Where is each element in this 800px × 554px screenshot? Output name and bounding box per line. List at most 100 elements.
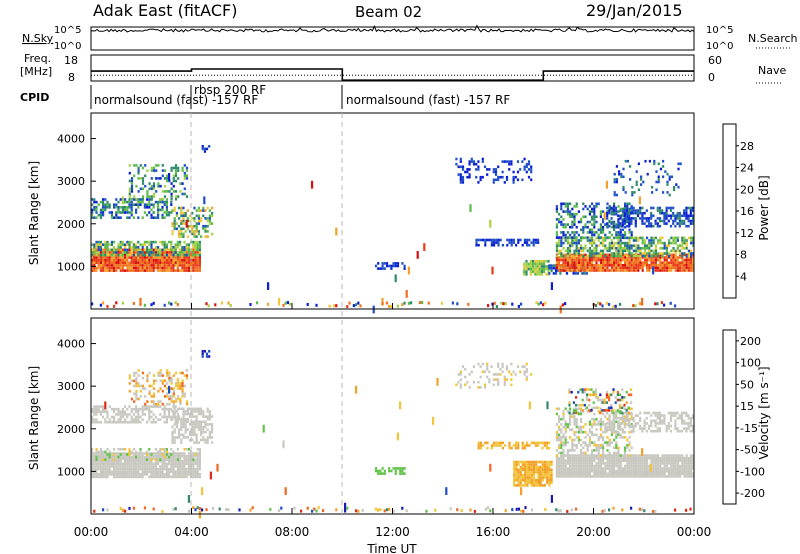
scatter-cell-2 bbox=[148, 415, 151, 419]
scatter-cell-11 bbox=[623, 419, 626, 423]
scatter-cell-3 bbox=[141, 179, 145, 183]
scatter-cell-9 bbox=[615, 454, 618, 457]
date-title: 29/Jan/2015 bbox=[586, 1, 683, 20]
scatter-cell-0 bbox=[135, 264, 138, 267]
scatter-cell-10 bbox=[599, 433, 602, 437]
scatter-cell-7 bbox=[508, 238, 511, 242]
scatter-cell-2 bbox=[165, 415, 168, 419]
scatter-cell-2 bbox=[130, 213, 133, 217]
scatter-cell-9 bbox=[588, 462, 591, 465]
scatter-cell-8 bbox=[530, 471, 533, 474]
scatter-cell-10 bbox=[494, 173, 498, 176]
scatter-cell-12 bbox=[681, 244, 684, 247]
scatter-cell-4 bbox=[159, 374, 162, 377]
scatter-cell-2 bbox=[108, 206, 111, 209]
scatter-cell-9 bbox=[604, 475, 607, 478]
scatter-cell-9 bbox=[621, 459, 624, 463]
scatter-cell-8 bbox=[535, 481, 538, 485]
scatter-cell-13 bbox=[560, 236, 563, 239]
scatter-cell-11 bbox=[593, 258, 596, 262]
scatter-cell-14 bbox=[665, 206, 668, 210]
scatter-cell-0 bbox=[99, 473, 102, 476]
scatter-cell-10 bbox=[573, 449, 576, 452]
scatter-cell-11 bbox=[639, 261, 642, 264]
ground-fringe-cell bbox=[256, 301, 259, 305]
scatter-cell-10 bbox=[577, 436, 580, 439]
scatter-cell-12 bbox=[663, 252, 666, 255]
scatter-cell-7 bbox=[490, 243, 493, 247]
scatter-cell-1 bbox=[119, 243, 122, 246]
scatter-cell-0 bbox=[170, 269, 173, 272]
scatter-cell-10 bbox=[595, 449, 598, 452]
scatter-cell-15 bbox=[666, 183, 669, 186]
scatter-cell-10 bbox=[595, 454, 598, 457]
scatter-cell-8 bbox=[535, 478, 538, 482]
scatter-cell-7 bbox=[537, 444, 540, 447]
scatter-cell-0 bbox=[157, 452, 160, 455]
scatter-cell-0 bbox=[91, 452, 94, 455]
scatter-cell-1 bbox=[117, 253, 120, 257]
scatter-cell-7 bbox=[493, 243, 496, 247]
ground-fringe-cell bbox=[174, 301, 177, 305]
scatter-cell-4 bbox=[191, 227, 194, 231]
scatter-cell-0 bbox=[99, 258, 102, 262]
scatter-cell-4 bbox=[189, 224, 192, 228]
ground-fringe-cell bbox=[328, 304, 331, 308]
scatter-cell-14 bbox=[667, 206, 670, 210]
scatter-cell-8 bbox=[532, 465, 536, 469]
scatter-cell-11 bbox=[668, 264, 671, 267]
scatter-cell-13 bbox=[577, 220, 580, 224]
scatter-cell-11 bbox=[614, 416, 618, 420]
scatter-cell-0 bbox=[150, 266, 153, 270]
scatter-cell-0 bbox=[115, 473, 118, 476]
station-title: Adak East (fitACF) bbox=[93, 1, 237, 20]
scatter-cell-0 bbox=[174, 465, 177, 468]
scatter-cell-10 bbox=[586, 446, 589, 450]
scatter-cell-13 bbox=[613, 202, 616, 206]
scatter-cell-1 bbox=[124, 448, 127, 451]
scatter-cell-0 bbox=[137, 256, 140, 259]
scatter-cell-9 bbox=[672, 456, 675, 460]
scatter-cell-10 bbox=[573, 407, 576, 411]
scatter-cell-12 bbox=[657, 252, 660, 255]
scatter-cell-7 bbox=[510, 238, 513, 242]
scatter-cell-8 bbox=[550, 463, 553, 466]
scatter-cell-13 bbox=[582, 236, 585, 239]
scatter-cell-15 bbox=[613, 191, 616, 194]
scatter-cell-3 bbox=[150, 195, 153, 198]
scatter-cell-3 bbox=[155, 190, 158, 193]
scatter-cell-0 bbox=[110, 258, 113, 262]
scatter-cell-0 bbox=[181, 452, 184, 455]
scatter-cell-10 bbox=[593, 412, 596, 416]
scatter-cell-4 bbox=[172, 395, 175, 398]
scatter-cell-14 bbox=[612, 224, 615, 228]
scatter-cell-0 bbox=[154, 248, 157, 252]
scatter-cell-12 bbox=[690, 236, 693, 240]
scatter-cell-9 bbox=[571, 464, 574, 468]
ground-fringe-cell bbox=[638, 302, 641, 306]
scatter-cell-9 bbox=[599, 467, 602, 470]
ground-fringe-cell bbox=[220, 301, 223, 305]
scatter-cell-2 bbox=[126, 208, 129, 212]
scatter-cell-2 bbox=[161, 206, 164, 209]
scatter-cell-8 bbox=[513, 468, 516, 472]
scatter-cell-3 bbox=[130, 179, 134, 183]
scatter-cell-8 bbox=[548, 476, 551, 479]
scatter-cell-15 bbox=[655, 188, 658, 192]
scatter-cell-9 bbox=[573, 467, 576, 470]
scatter-cell-11 bbox=[588, 266, 591, 270]
scatter-cell-9 bbox=[668, 469, 671, 473]
scatter-cell-8 bbox=[526, 476, 529, 479]
scatter-cell-0 bbox=[106, 261, 109, 265]
scatter-cell-4 bbox=[152, 379, 156, 383]
scatter-cell-10 bbox=[560, 443, 563, 447]
scatter-cell-13 bbox=[597, 233, 600, 237]
scatter-cell-14 bbox=[645, 219, 648, 223]
scatter-cell-3 bbox=[163, 177, 167, 180]
scatter-cell-11 bbox=[635, 266, 638, 270]
scatter-cell-9 bbox=[668, 454, 671, 457]
scatter-cell-2 bbox=[91, 208, 94, 212]
scatter-cell-9 bbox=[685, 456, 688, 460]
scatter-cell-11 bbox=[628, 269, 631, 272]
scatter-cell-2 bbox=[97, 203, 100, 206]
